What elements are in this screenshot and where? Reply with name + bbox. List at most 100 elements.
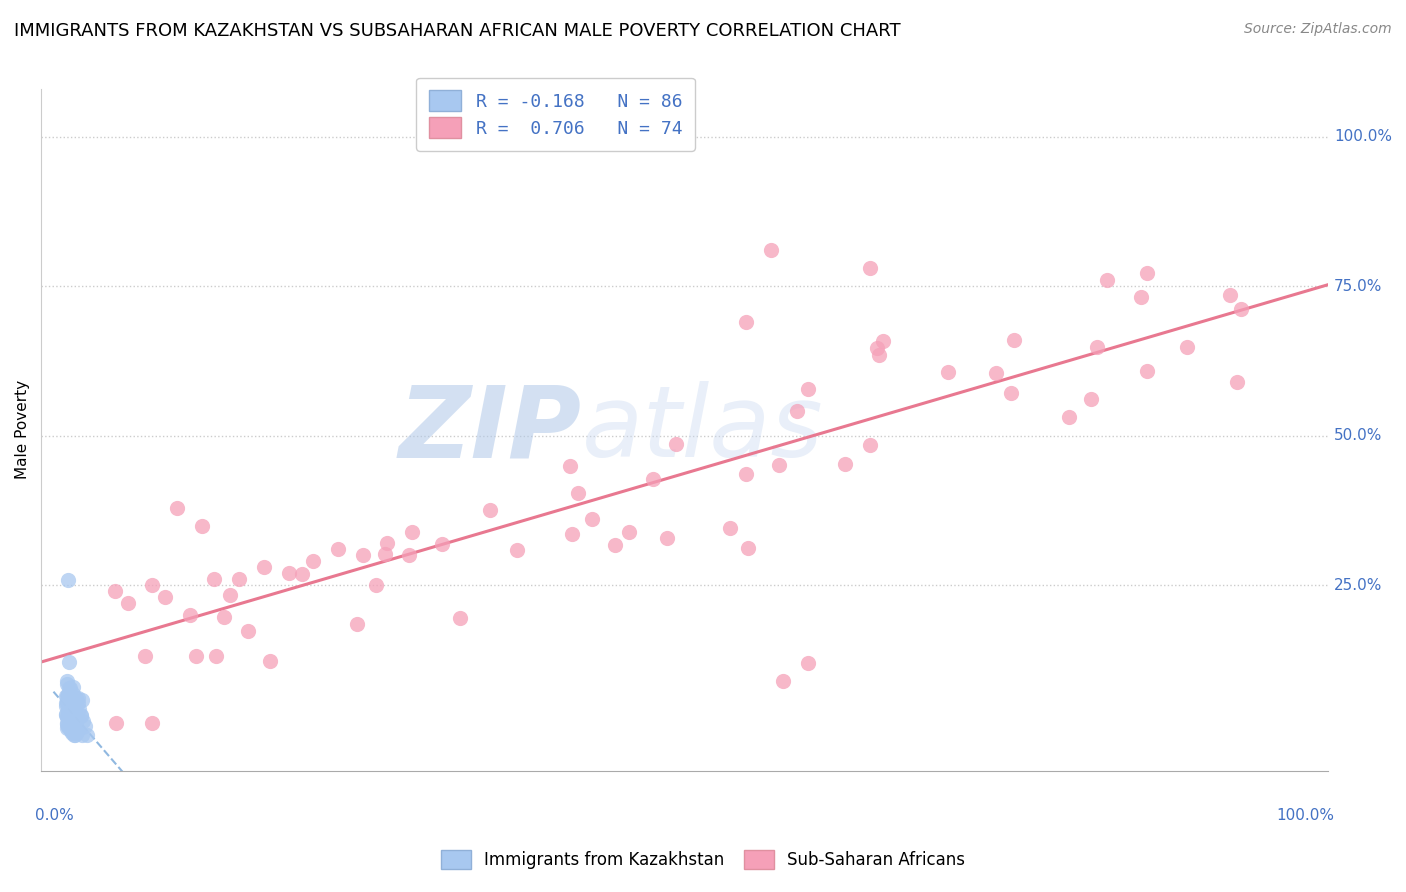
Point [62, 688, 84, 702]
Point [62, 723, 84, 737]
Point [60, 701, 83, 715]
Legend: R = -0.168   N = 86, R =  0.706   N = 74: R = -0.168 N = 86, R = 0.706 N = 74 [416, 78, 695, 151]
Point [134, 649, 156, 664]
Point [70, 709, 93, 723]
Point [63, 718, 86, 732]
Point [59, 707, 82, 722]
Point [55, 717, 77, 731]
Legend: Immigrants from Kazakhstan, Sub-Saharan Africans: Immigrants from Kazakhstan, Sub-Saharan … [430, 840, 976, 880]
Point [1175, 340, 1198, 354]
Point [202, 572, 225, 586]
Point [70, 692, 93, 706]
Point [65, 718, 87, 732]
Point [364, 578, 387, 592]
Point [75, 719, 97, 733]
Point [72, 714, 94, 729]
Text: 100.0%: 100.0% [1334, 129, 1392, 145]
Point [56, 677, 79, 691]
Point [60, 714, 83, 729]
Point [55, 695, 77, 709]
Y-axis label: Male Poverty: Male Poverty [15, 380, 30, 479]
Point [58, 706, 80, 721]
Point [141, 715, 163, 730]
Point [60, 712, 83, 726]
Point [60, 718, 83, 732]
Point [58, 718, 80, 732]
Point [377, 536, 399, 550]
Point [59, 718, 82, 732]
Point [166, 500, 188, 515]
Point [735, 467, 758, 481]
Point [561, 527, 583, 541]
Point [56, 688, 79, 702]
Point [759, 244, 782, 258]
Point [67, 702, 90, 716]
Point [398, 548, 420, 562]
Text: atlas: atlas [582, 382, 823, 478]
Point [59, 719, 82, 733]
Point [58, 704, 80, 718]
Point [63, 728, 86, 742]
Point [56, 690, 79, 704]
Point [859, 261, 882, 276]
Point [58, 705, 80, 719]
Point [56, 708, 79, 723]
Point [59, 698, 82, 713]
Point [60, 717, 83, 731]
Point [58, 709, 80, 723]
Point [834, 458, 856, 472]
Point [191, 518, 214, 533]
Point [58, 714, 80, 729]
Point [65, 728, 87, 742]
Point [59, 709, 82, 723]
Point [797, 656, 820, 670]
Point [56, 688, 79, 702]
Point [60, 724, 83, 739]
Text: Source: ZipAtlas.com: Source: ZipAtlas.com [1244, 22, 1392, 37]
Point [63, 705, 86, 719]
Point [218, 588, 240, 602]
Point [1057, 409, 1080, 424]
Point [55, 697, 77, 711]
Point [1080, 392, 1102, 406]
Point [67, 723, 90, 738]
Point [859, 438, 882, 452]
Point [58, 708, 80, 723]
Point [59, 681, 82, 695]
Point [60, 725, 83, 739]
Point [56, 715, 79, 730]
Point [65, 713, 87, 727]
Point [60, 706, 83, 720]
Point [401, 524, 423, 539]
Point [1136, 364, 1159, 378]
Point [55, 707, 77, 722]
Point [105, 715, 128, 730]
Point [67, 691, 90, 706]
Point [60, 706, 83, 721]
Point [291, 566, 314, 581]
Point [62, 723, 84, 738]
Point [866, 341, 889, 355]
Point [60, 719, 83, 733]
Point [58, 573, 80, 587]
Text: ZIP: ZIP [398, 382, 582, 478]
Point [62, 680, 84, 694]
Point [59, 703, 82, 717]
Point [55, 707, 77, 722]
Point [1097, 273, 1119, 287]
Point [65, 725, 87, 739]
Point [117, 596, 139, 610]
Point [214, 610, 236, 624]
Point [62, 723, 84, 737]
Point [449, 611, 471, 625]
Point [65, 710, 87, 724]
Point [665, 437, 688, 451]
Point [65, 691, 87, 706]
Point [872, 334, 894, 348]
Point [65, 712, 87, 726]
Point [786, 403, 808, 417]
Text: IMMIGRANTS FROM KAZAKHSTAN VS SUBSAHARAN AFRICAN MALE POVERTY CORRELATION CHART: IMMIGRANTS FROM KAZAKHSTAN VS SUBSAHARAN… [14, 22, 901, 40]
Point [505, 543, 527, 558]
Point [737, 541, 759, 555]
Point [56, 708, 79, 723]
